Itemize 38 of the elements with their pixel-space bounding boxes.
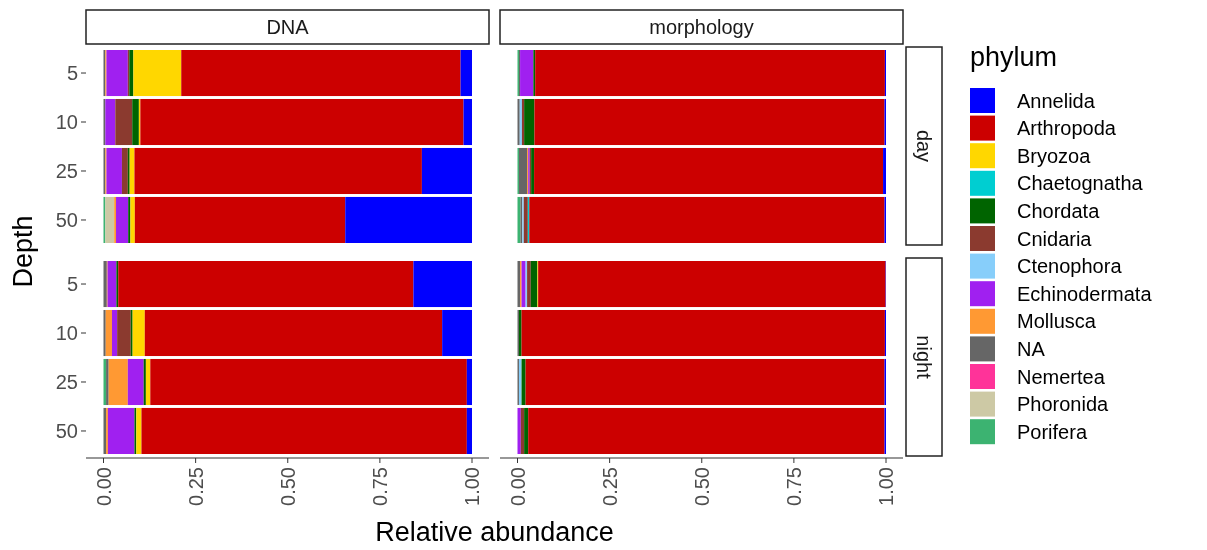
legend-label: Arthropoda — [1017, 117, 1117, 140]
legend-label: Chaetognatha — [1017, 172, 1144, 195]
x-tick-label: 0.00 — [506, 467, 529, 506]
x-tick-label: 1.00 — [875, 467, 897, 506]
x-tick-label: 0.25 — [184, 467, 207, 506]
y-tick-label: 50 — [55, 419, 78, 442]
y-tick-label: 25 — [55, 370, 78, 393]
chart-title: DNA — [266, 16, 310, 38]
legend-label: Nemertea — [1017, 365, 1106, 388]
legend-label: NA — [1017, 337, 1046, 360]
y-tick-label: 25 — [55, 159, 78, 182]
y2-axis-title: day — [913, 129, 935, 163]
x-tick-label: 0.50 — [276, 467, 299, 506]
y-tick-label: 5 — [66, 62, 78, 85]
x-tick-label: 0.75 — [782, 467, 805, 506]
y-tick-label: 10 — [55, 111, 78, 134]
legend-title: phylum — [970, 42, 1058, 72]
x-tick-label: 0.50 — [690, 467, 713, 506]
x-axis-title: Relative abundance — [375, 517, 614, 547]
legend-label: Mollusca — [1017, 310, 1097, 333]
y-tick-label: 50 — [55, 208, 78, 231]
legend-label: Annelida — [1017, 89, 1096, 112]
legend-label: Bryozoa — [1017, 144, 1092, 167]
x-tick-label: 1.00 — [461, 467, 483, 506]
chart-title: morphology — [649, 16, 754, 38]
y-axis-title: Depth — [8, 215, 38, 288]
x-tick-label: 0.75 — [368, 467, 391, 506]
legend-label: Chordata — [1017, 199, 1101, 222]
x-tick-label: 0.00 — [92, 467, 115, 506]
legend-label: Cnidaria — [1017, 227, 1093, 250]
y-tick-label: 10 — [55, 322, 78, 345]
y2-axis-title: night — [913, 335, 935, 380]
x-tick-label: 0.25 — [598, 467, 621, 506]
legend-label: Echinodermata — [1017, 282, 1153, 305]
legend-label: Ctenophora — [1017, 255, 1123, 278]
y-tick-label: 5 — [66, 273, 78, 296]
legend-label: Phoronida — [1017, 393, 1110, 416]
legend-label: Porifera — [1017, 420, 1088, 443]
